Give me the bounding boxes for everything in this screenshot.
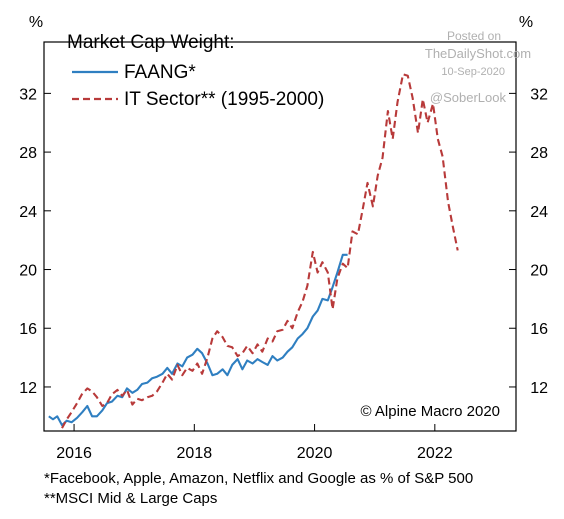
- x-tick-label: 2020: [297, 445, 333, 462]
- series-lines: [48, 73, 459, 429]
- watermark-handle: @SoberLook: [430, 90, 507, 105]
- y-tick-label-left: 12: [19, 380, 37, 397]
- chart-title: Market Cap Weight:: [67, 32, 235, 53]
- y-tick-label-left: 20: [19, 263, 37, 280]
- y-tick-label-right: 12: [530, 380, 548, 397]
- y-tick-label-right: 24: [530, 204, 548, 221]
- y-axis-unit-right: %: [519, 14, 533, 31]
- x-tick-label: 2018: [177, 445, 213, 462]
- y-tick-label-left: 28: [19, 145, 37, 162]
- footnote-msci: **MSCI Mid & Large Caps: [44, 490, 218, 507]
- y-tick-label-right: 20: [530, 263, 548, 280]
- y-axis-unit-left: %: [29, 14, 43, 31]
- watermark-date: 10-Sep-2020: [441, 66, 505, 78]
- x-tick-label: 2016: [56, 445, 92, 462]
- y-tick-label-left: 32: [19, 86, 37, 103]
- plot-frame: [43, 41, 517, 432]
- series-line-it-sector: [61, 73, 459, 429]
- y-tick-label-left: 16: [19, 321, 37, 338]
- watermark-site: TheDailyShot.com: [425, 46, 531, 61]
- y-tick-label-left: 24: [19, 204, 37, 221]
- y-tick-label-right: 28: [530, 145, 548, 162]
- watermark-posted-on: Posted on: [447, 29, 501, 43]
- x-tick-label: 2022: [417, 445, 453, 462]
- legend-label-it-sector: IT Sector** (1995-2000): [124, 89, 324, 110]
- legend: Market Cap Weight: FAANG* IT Sector** (1…: [67, 32, 324, 110]
- legend-label-faang: FAANG*: [124, 62, 196, 83]
- watermark: Posted on TheDailyShot.com 10-Sep-2020 @…: [425, 29, 531, 105]
- y-tick-label-right: 16: [530, 321, 548, 338]
- series-line-faang: [48, 253, 348, 427]
- footnote-faang: *Facebook, Apple, Amazon, Netflix and Go…: [44, 470, 474, 487]
- attribution-text: © Alpine Macro 2020: [361, 403, 500, 420]
- y-tick-label-right: 32: [530, 86, 548, 103]
